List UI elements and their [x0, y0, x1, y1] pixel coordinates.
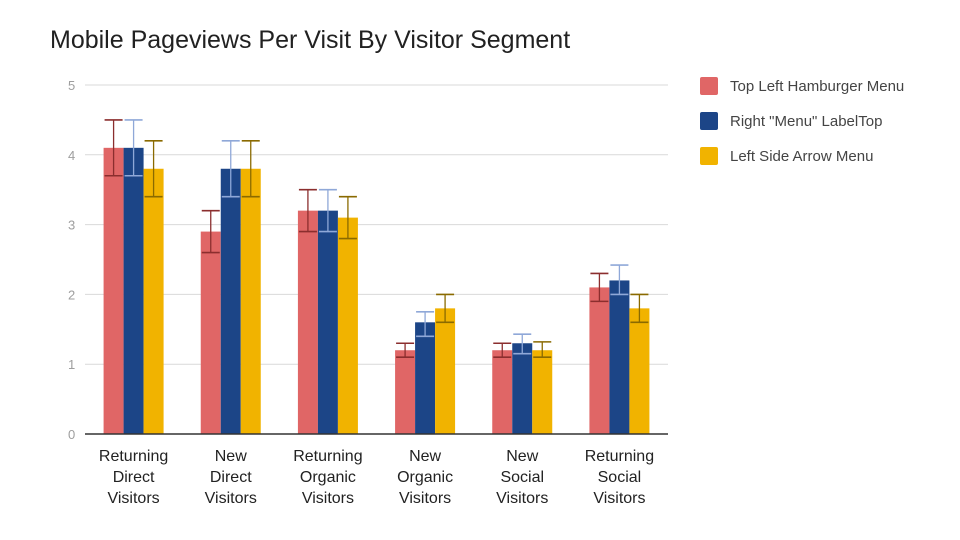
bar: [435, 308, 456, 434]
bar: [220, 168, 241, 434]
legend-item-left-side-arrow-menu: Left Side Arrow Menu: [700, 146, 904, 166]
x-tick-label: Returning Social Visitors: [585, 448, 654, 507]
legend-swatch-right-menu-labeltop: [700, 112, 718, 130]
legend-label-right-menu-labeltop: Right "Menu" LabelTop: [730, 112, 883, 130]
bar: [589, 287, 610, 434]
x-tick-label: New Social Visitors: [496, 448, 548, 507]
bar: [240, 168, 261, 434]
legend-item-right-menu-labeltop: Right "Menu" LabelTop: [700, 111, 904, 131]
legend-label-left-side-arrow-menu: Left Side Arrow Menu: [730, 147, 874, 165]
legend-item-top-left-hamburger-menu: Top Left Hamburger Menu: [700, 76, 904, 96]
bar: [415, 322, 436, 434]
bar: [395, 350, 416, 434]
y-tick-label: 5: [68, 78, 75, 93]
x-tick-label: Returning Organic Visitors: [293, 448, 362, 507]
y-tick-label: 4: [68, 148, 75, 163]
legend-swatch-left-side-arrow-menu: [700, 147, 718, 165]
bar: [123, 147, 144, 434]
y-tick-label: 3: [68, 218, 75, 233]
bar: [103, 147, 124, 434]
bar: [512, 343, 533, 434]
bar: [609, 280, 630, 434]
bar: [317, 210, 338, 434]
legend-label-top-left-hamburger-menu: Top Left Hamburger Menu: [730, 77, 905, 95]
x-tick-label: New Organic Visitors: [397, 448, 453, 507]
x-tick-label: Returning Direct Visitors: [99, 448, 168, 507]
chart-legend: Top Left Hamburger Menu Right "Menu" Lab…: [700, 76, 904, 181]
bar: [337, 217, 358, 434]
bar: [492, 350, 513, 434]
bar: [532, 350, 553, 434]
y-tick-label: 1: [68, 357, 75, 372]
x-tick-label: New Direct Visitors: [205, 448, 257, 507]
bar: [143, 168, 164, 434]
bar: [200, 231, 221, 434]
chart-title: Mobile Pageviews Per Visit By Visitor Se…: [50, 26, 571, 54]
bar: [297, 210, 318, 434]
bar: [629, 308, 650, 434]
y-tick-label: 2: [68, 287, 75, 302]
legend-swatch-top-left-hamburger-menu: [700, 77, 718, 95]
y-tick-label: 0: [68, 427, 75, 442]
